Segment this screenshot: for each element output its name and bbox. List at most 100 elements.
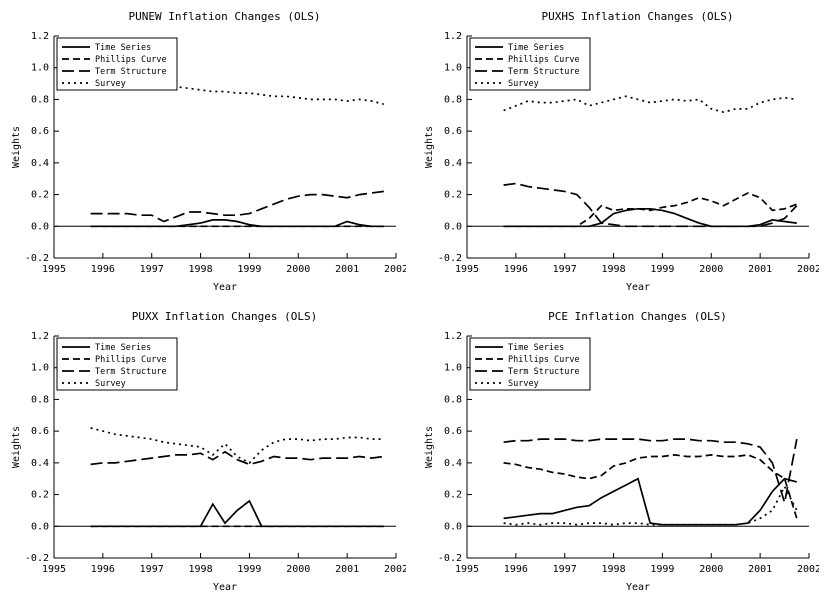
y-tick-label: 0.0 (443, 221, 461, 232)
chart-canvas-puxx: 1995 1996 1997 1998 1999 2000 2001 2002 -0.2 0.0 0… (7, 326, 406, 594)
series-line-term-structure (89, 450, 384, 466)
y-tick-label: 0.2 (30, 190, 48, 201)
chart-canvas-punew: 1995 1996 1997 1998 1999 2000 2001 2002 -0.2 0.0 0… (7, 26, 406, 294)
x-tick-label: 1997 (139, 564, 163, 575)
x-tick-label: 2002 (796, 564, 818, 575)
y-tick-label: 1.2 (30, 331, 48, 342)
x-tick-label: 1999 (650, 564, 674, 575)
x-tick-label: 1996 (90, 264, 114, 275)
x-tick-label: 1995 (454, 564, 478, 575)
y-tick-label: 0.4 (30, 158, 48, 169)
legend-label: Term Structure (95, 67, 167, 77)
y-tick-label: 0.8 (443, 394, 461, 405)
legend-label: Term Structure (95, 367, 167, 377)
x-tick-label: 2000 (286, 264, 310, 275)
chart-panel-puxx: PUXX Inflation Changes (OLS) 1995 1996 199… (0, 300, 413, 600)
legend-label: Phillips Curve (508, 55, 580, 65)
chart-canvas-puxhs: 1995 1996 1997 1998 1999 2000 2001 2002 -0.2 0.0 0… (420, 26, 819, 294)
chart-title-punew: PUNEW Inflation Changes (OLS) (128, 10, 321, 23)
y-tick-label: 1.0 (30, 63, 48, 74)
series-line-term-structure (502, 182, 797, 228)
y-tick-label: 0.8 (443, 94, 461, 105)
x-tick-label: 2000 (699, 564, 723, 575)
legend-label: Term Structure (508, 67, 580, 77)
series-line-term-structure (502, 438, 798, 503)
y-tick-label: 0.2 (443, 490, 461, 501)
y-tick-label: 1.0 (30, 363, 48, 374)
chart-panel-pce: PCE Inflation Changes (OLS) 1995 1996 1997… (413, 300, 826, 600)
y-axis-label: Weights (11, 426, 22, 468)
y-tick-label: 0.8 (30, 94, 48, 105)
legend-label: Phillips Curve (95, 55, 167, 65)
legend-label: Survey (95, 379, 126, 389)
x-tick-label: 1997 (552, 264, 576, 275)
y-tick-label: -0.2 (24, 253, 48, 264)
x-tick-label: 2002 (383, 264, 405, 275)
x-tick-label: 1998 (188, 564, 212, 575)
y-axis-label: Weights (424, 426, 435, 468)
y-tick-label: 1.0 (443, 63, 461, 74)
x-tick-label: 1995 (454, 264, 478, 275)
series-line-phillips-curve (502, 454, 798, 519)
chart-canvas-pce: 1995 1996 1997 1998 1999 2000 2001 2002 -0.2 0.0 0… (420, 326, 819, 594)
x-tick-label: 1997 (139, 264, 163, 275)
series-line-term-structure (90, 190, 384, 223)
y-tick-label: 1.0 (443, 363, 461, 374)
x-tick-label: 1995 (41, 264, 65, 275)
legend-label: Survey (508, 79, 539, 89)
x-tick-label: 1996 (503, 264, 527, 275)
x-tick-label: 2000 (286, 564, 310, 575)
legend-label: Survey (95, 79, 126, 89)
y-tick-label: 0.6 (30, 126, 48, 137)
legend-label: Phillips Curve (508, 355, 580, 365)
x-tick-label: 1999 (237, 564, 261, 575)
y-tick-label: 0.6 (30, 426, 48, 437)
x-axis-label: Year (212, 582, 236, 593)
y-tick-label: 0.0 (443, 521, 461, 532)
chart-panel-punew: PUNEW Inflation Changes (OLS) 1995 1996 19… (0, 0, 413, 300)
y-tick-label: 0.8 (30, 394, 48, 405)
y-tick-label: 1.2 (443, 331, 461, 342)
x-tick-label: 1996 (503, 564, 527, 575)
x-tick-label: 1998 (601, 264, 625, 275)
x-tick-label: 2001 (335, 564, 359, 575)
legend-label: Time Series (95, 43, 151, 53)
x-tick-label: 2002 (383, 564, 405, 575)
y-tick-label: 0.4 (443, 158, 461, 169)
y-axis-label: Weights (424, 126, 435, 168)
x-tick-label: 1999 (237, 264, 261, 275)
x-tick-label: 1997 (552, 564, 576, 575)
series-line-time-series (90, 499, 384, 528)
chart-title-pce: PCE Inflation Changes (OLS) (548, 310, 727, 323)
y-tick-label: 0.2 (443, 190, 461, 201)
x-tick-label: 1998 (601, 564, 625, 575)
y-tick-label: 0.2 (30, 490, 48, 501)
x-tick-label: 2001 (748, 264, 772, 275)
x-tick-label: 2000 (699, 264, 723, 275)
y-tick-label: -0.2 (24, 553, 48, 564)
y-tick-label: 0.4 (30, 458, 48, 469)
y-tick-label: 1.2 (30, 31, 48, 42)
y-tick-label: -0.2 (437, 253, 461, 264)
y-tick-label: 0.6 (443, 426, 461, 437)
x-axis-label: Year (625, 282, 649, 293)
x-axis-label: Year (625, 582, 649, 593)
legend-label: Time Series (508, 43, 564, 53)
y-tick-label: 0.0 (30, 221, 48, 232)
legend-label: Term Structure (508, 367, 580, 377)
chart-panel-puxhs: PUXHS Inflation Changes (OLS) 1995 1996 19… (413, 0, 826, 300)
x-tick-label: 1999 (650, 264, 674, 275)
x-tick-label: 2002 (796, 264, 818, 275)
chart-title-puxhs: PUXHS Inflation Changes (OLS) (541, 10, 734, 23)
y-tick-label: 0.4 (443, 458, 461, 469)
series-line-survey (502, 484, 798, 526)
series-line-time-series (503, 207, 797, 228)
series-line-time-series (502, 477, 797, 526)
series-line-survey (89, 427, 384, 464)
series-line-survey (502, 95, 797, 113)
x-tick-label: 1996 (90, 564, 114, 575)
y-tick-label: 0.0 (30, 521, 48, 532)
legend-label: Phillips Curve (95, 355, 167, 365)
series-line-time-series (90, 219, 384, 228)
